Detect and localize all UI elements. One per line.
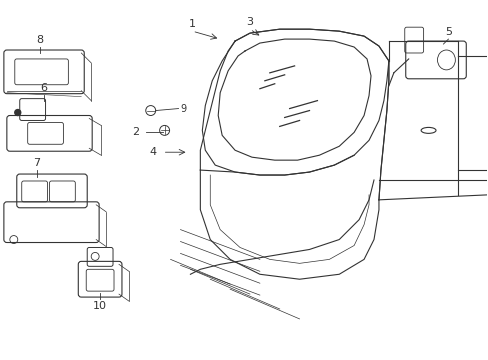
Text: 5: 5: [444, 27, 451, 37]
Text: 10: 10: [93, 301, 107, 311]
Text: 3: 3: [246, 17, 253, 27]
Text: 7: 7: [33, 158, 40, 168]
Text: 4: 4: [149, 147, 156, 157]
Text: 8: 8: [36, 35, 43, 45]
Text: 1: 1: [188, 19, 196, 29]
Text: 2: 2: [132, 127, 139, 138]
Text: 6: 6: [40, 83, 47, 93]
Text: 9: 9: [180, 104, 186, 113]
Circle shape: [15, 109, 20, 116]
